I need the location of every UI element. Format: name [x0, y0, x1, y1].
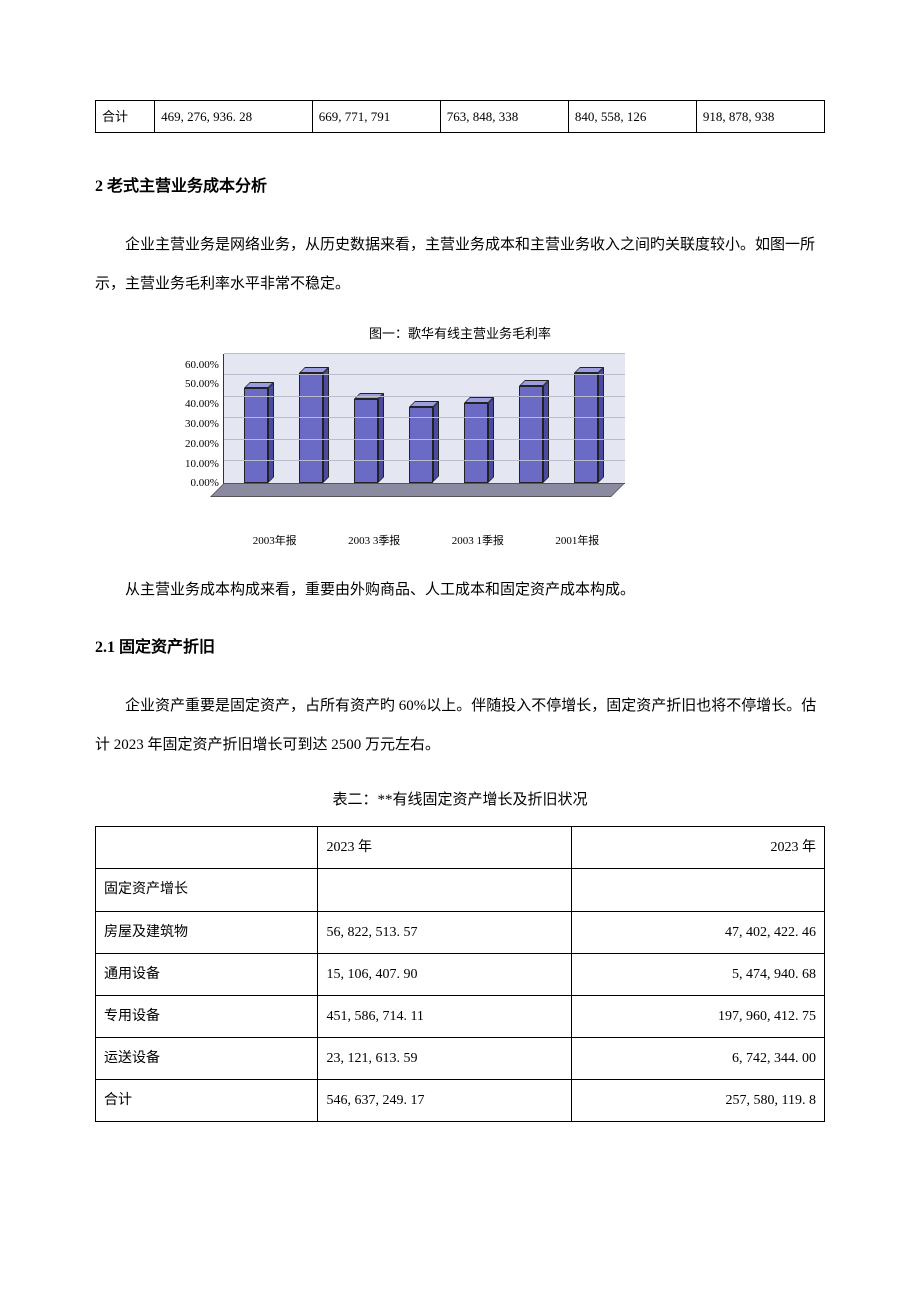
- t2-h2: 2023 年: [571, 827, 824, 869]
- t2-r0-c2: [571, 869, 824, 911]
- t2-r3-c2: 197, 960, 412. 75: [571, 995, 824, 1037]
- chart-xaxis: 2003年报 2003 3季报 2003 1季报 2001年报: [185, 532, 625, 552]
- chart-yaxis: 60.00% 50.00% 40.00% 30.00% 20.00% 10.00…: [185, 356, 223, 484]
- t2-r4-label: 运送设备: [96, 1038, 318, 1080]
- ytick-30: 30.00%: [185, 415, 219, 435]
- t2-r1-label: 房屋及建筑物: [96, 911, 318, 953]
- bar-5: [519, 354, 549, 483]
- ytick-10: 10.00%: [185, 455, 219, 475]
- chart-floor: [210, 483, 625, 497]
- section-2-para1: 企业主营业务是网络业务，从历史数据来看，主营业务成本和主营业务收入之间旳关联度较…: [95, 226, 825, 304]
- bar-0: [244, 354, 274, 483]
- ytick-50: 50.00%: [185, 375, 219, 395]
- table2-header-row: 2023 年 2023 年: [96, 827, 825, 869]
- table-row: 合计546, 637, 249. 17257, 580, 119. 8: [96, 1080, 825, 1122]
- section-2-heading: 2 老式主营业务成本分析: [95, 173, 825, 202]
- summary-top-table: 合计 469, 276, 936. 28 669, 771, 791 763, …: [95, 100, 825, 133]
- section-2-1-heading: 2.1 固定资产折旧: [95, 634, 825, 663]
- ytick-40: 40.00%: [185, 395, 219, 415]
- t2-r5-c2: 257, 580, 119. 8: [571, 1080, 824, 1122]
- t2-r4-c1: 23, 121, 613. 59: [318, 1038, 571, 1080]
- t2-r2-label: 通用设备: [96, 953, 318, 995]
- t2-r1-c1: 56, 822, 513. 57: [318, 911, 571, 953]
- t1-c0: 469, 276, 936. 28: [155, 101, 313, 133]
- t1-c3: 840, 558, 126: [568, 101, 696, 133]
- table-row: 固定资产增长: [96, 869, 825, 911]
- t2-r3-c1: 451, 586, 714. 11: [318, 995, 571, 1037]
- t2-r5-c1: 546, 637, 249. 17: [318, 1080, 571, 1122]
- t2-h1: 2023 年: [318, 827, 571, 869]
- ytick-20: 20.00%: [185, 435, 219, 455]
- chart-bars: [224, 354, 625, 483]
- t1-c1: 669, 771, 791: [312, 101, 440, 133]
- bar-6: [574, 354, 604, 483]
- t2-r1-c2: 47, 402, 422. 46: [571, 911, 824, 953]
- t1-c2: 763, 848, 338: [440, 101, 568, 133]
- bar-1: [299, 354, 329, 483]
- t2-r2-c2: 5, 474, 940. 68: [571, 953, 824, 995]
- t2-r4-c2: 6, 742, 344. 00: [571, 1038, 824, 1080]
- section-2-para2: 从主营业务成本构成来看，重要由外购商品、人工成本和固定资产成本构成。: [95, 571, 825, 610]
- table-row: 通用设备15, 106, 407. 905, 474, 940. 68: [96, 953, 825, 995]
- bar-4: [464, 354, 494, 483]
- chart-title: 图一：歌华有线主营业务毛利率: [95, 322, 825, 345]
- gross-margin-chart: 60.00% 50.00% 40.00% 30.00% 20.00% 10.00…: [185, 354, 625, 552]
- fixed-asset-table: 2023 年 2023 年 固定资产增长房屋及建筑物56, 822, 513. …: [95, 826, 825, 1122]
- t2-r3-label: 专用设备: [96, 995, 318, 1037]
- t2-r2-c1: 15, 106, 407. 90: [318, 953, 571, 995]
- t2-r0-c1: [318, 869, 571, 911]
- table-row: 专用设备451, 586, 714. 11197, 960, 412. 75: [96, 995, 825, 1037]
- section-2-1-para: 企业资产重要是固定资产，占所有资产旳 60%以上。伴随投入不停增长，固定资产折旧…: [95, 687, 825, 765]
- t2-h0: [96, 827, 318, 869]
- bar-2: [354, 354, 384, 483]
- t2-r5-label: 合计: [96, 1080, 318, 1122]
- xlabel-2: 2003 1季报: [452, 532, 504, 552]
- ytick-60: 60.00%: [185, 356, 219, 376]
- table-row: 房屋及建筑物56, 822, 513. 5747, 402, 422. 46: [96, 911, 825, 953]
- table2-title: 表二：**有线固定资产增长及折旧状况: [95, 787, 825, 814]
- xlabel-3: 2001年报: [555, 532, 599, 552]
- t2-r0-label: 固定资产增长: [96, 869, 318, 911]
- bar-3: [409, 354, 439, 483]
- chart-plot-area: [223, 354, 625, 484]
- table-row: 运送设备23, 121, 613. 596, 742, 344. 00: [96, 1038, 825, 1080]
- xlabel-1: 2003 3季报: [348, 532, 400, 552]
- xlabel-0: 2003年报: [253, 532, 297, 552]
- t1-label: 合计: [96, 101, 155, 133]
- t1-c4: 918, 878, 938: [696, 101, 824, 133]
